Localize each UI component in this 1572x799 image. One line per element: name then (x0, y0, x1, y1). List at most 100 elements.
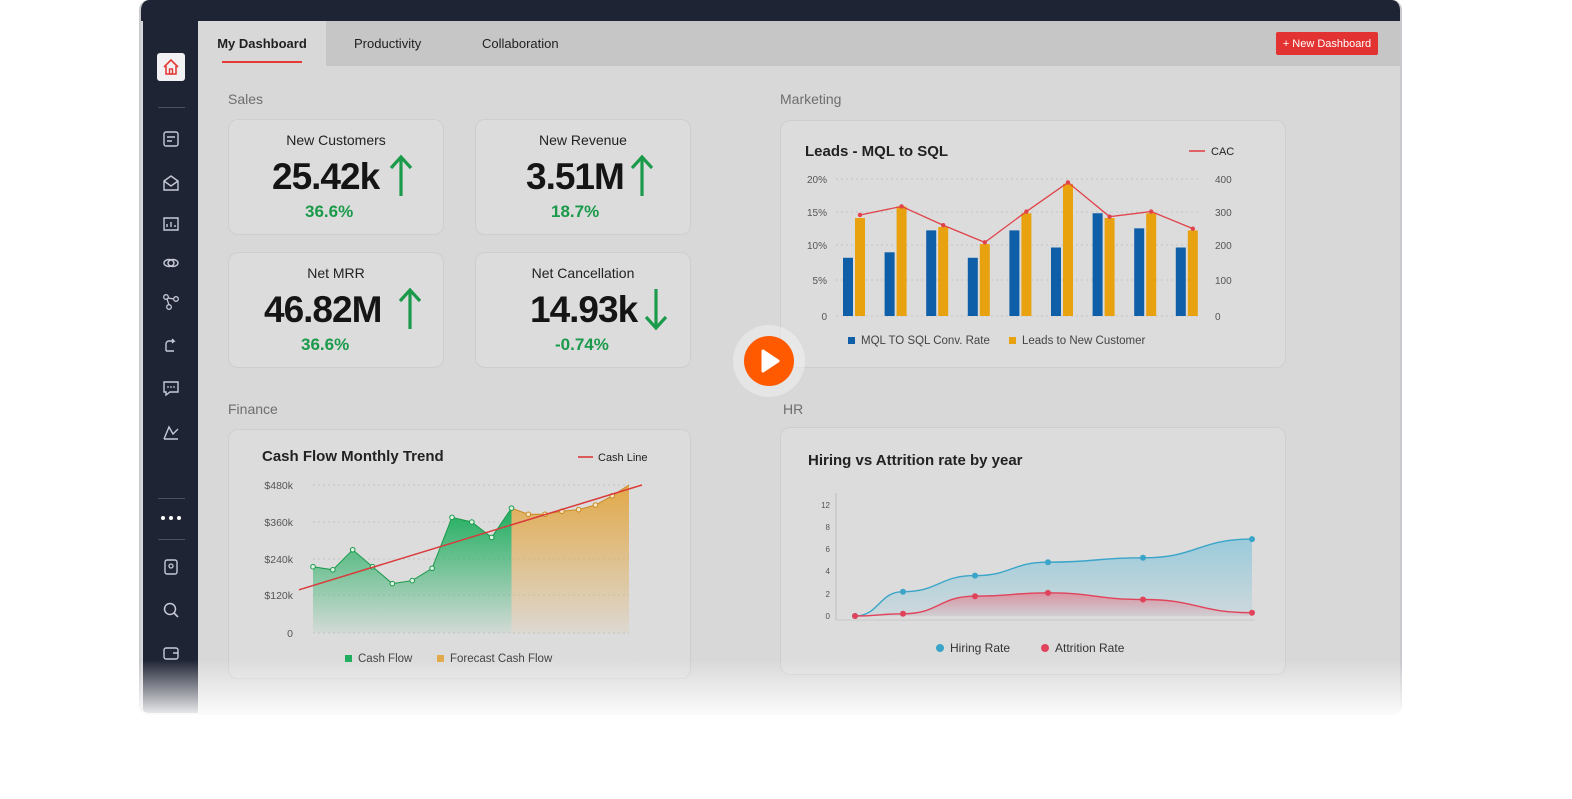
bar-mql-to-sql (1134, 228, 1145, 316)
point-cash-flow (488, 534, 495, 541)
hiring-chart: 12 8 6 4 2 0 Hiring Rate Attrition Rate (821, 493, 1255, 655)
legend-swatch-leads (1009, 337, 1016, 344)
point-cac (1190, 226, 1195, 231)
kpi-card-net-mrr[interactable]: Net MRR 46.82M 36.6% (228, 252, 444, 368)
report-icon[interactable] (157, 125, 185, 153)
wallet-icon[interactable] (157, 639, 185, 667)
arrow-down-icon (644, 289, 668, 331)
kpi-card-net-cancellation[interactable]: Net Cancellation 14.93k -0.74% (475, 252, 691, 368)
area-forecast-cash-flow (511, 485, 629, 633)
bar-mql-to-sql (1092, 213, 1103, 316)
kpi-title: New Customers (286, 132, 386, 148)
chart-card-cash-flow[interactable]: Cash Flow Monthly Trend $480k $360k $240k $… (228, 429, 691, 679)
legend-swatch-cash-flow (345, 655, 352, 662)
tab-my-dashboard[interactable]: My Dashboard (198, 21, 326, 66)
kpi-title: New Revenue (539, 132, 627, 148)
bar-leads-to-customer (855, 218, 865, 316)
y-tick-label: 0 (826, 612, 831, 621)
legend-label-hiring: Hiring Rate (950, 641, 1010, 655)
section-hr: HR (783, 401, 804, 417)
new-dashboard-button[interactable]: + New Dashboard (1276, 32, 1378, 55)
play-button[interactable] (733, 325, 805, 397)
kpi-card-new-revenue[interactable]: New Revenue 3.51M 18.7% (475, 119, 691, 235)
app-window: My Dashboard Productivity Collaboration … (139, 0, 1402, 715)
point-cac (899, 204, 904, 209)
y-tick-label: $120k (264, 590, 293, 602)
link-icon[interactable] (157, 249, 185, 277)
point-cac (1024, 209, 1029, 214)
point-cash-flow (310, 563, 316, 570)
point-cash-flow (349, 546, 356, 553)
area-hiring-rate (855, 539, 1252, 616)
sidebar (143, 21, 198, 713)
bar-leads-to-customer (896, 206, 907, 316)
sidebar-divider (158, 539, 185, 540)
folder-chart-icon[interactable] (157, 210, 185, 238)
more-icon[interactable] (157, 504, 185, 532)
point-attrition-rate (1045, 589, 1051, 596)
point-cash-flow (389, 580, 396, 587)
section-sales: Sales (228, 91, 264, 107)
home-icon[interactable] (157, 53, 185, 81)
kpi-value: 46.82M (264, 289, 382, 330)
tab-productivity[interactable]: Productivity (354, 21, 421, 66)
legend-swatch-forecast (437, 655, 444, 662)
point-hiring-rate (1140, 554, 1146, 561)
kpi-value: 14.93k (530, 289, 638, 330)
kpi-percent: 36.6% (305, 202, 354, 221)
arrow-up-icon (389, 154, 413, 196)
contacts-icon[interactable] (157, 553, 185, 581)
y-tick-label: $480k (264, 480, 293, 492)
chat-icon[interactable] (157, 374, 185, 402)
bar-leads-to-customer (1146, 213, 1157, 316)
point-attrition-rate (900, 610, 906, 617)
bottom-fade (139, 660, 1402, 730)
point-cac (1149, 209, 1154, 214)
point-hiring-rate (1045, 559, 1051, 566)
line-cash-line (298, 484, 643, 591)
tab-label: My Dashboard (217, 36, 307, 51)
workflow-icon[interactable] (157, 331, 185, 359)
point-cash-flow (449, 514, 455, 521)
bar-mql-to-sql (843, 257, 853, 316)
point-forecast (575, 506, 582, 513)
tab-collaboration[interactable]: Collaboration (482, 21, 559, 66)
point-cac (982, 240, 987, 245)
flow-icon[interactable] (157, 288, 185, 316)
area-attrition-rate (855, 592, 1252, 616)
kpi-title: Net Cancellation (531, 265, 635, 281)
bar-mql-to-sql (926, 230, 937, 316)
chart-card-leads[interactable]: Leads - MQL to SQL 20% 15% 10% 5% 0 400 300 200… (780, 120, 1286, 368)
y-tick-label: 0 (287, 628, 293, 640)
point-forecast (592, 502, 599, 508)
point-cac (1107, 214, 1112, 219)
search-icon[interactable] (157, 596, 185, 624)
chart-card-hiring[interactable]: Hiring vs Attrition rate by year 12 8 6 4 2 0… (780, 427, 1286, 675)
point-hiring-rate (900, 588, 906, 595)
bar-leads-to-customer (1104, 218, 1115, 316)
point-forecast (525, 511, 532, 518)
point-cash-flow (429, 565, 435, 572)
legend-label-cash-line: Cash Line (598, 452, 648, 464)
point-attrition-rate (972, 593, 978, 600)
section-marketing: Marketing (780, 91, 842, 107)
point-cash-flow (409, 577, 416, 584)
analytics-icon[interactable] (157, 418, 185, 446)
leads-chart: 20% 15% 10% 5% 0 400 300 200 100 0 CAC MQL TO SQL C… (807, 146, 1234, 347)
arrow-up-icon (398, 287, 422, 329)
inbox-icon[interactable] (157, 169, 185, 197)
point-cash-flow (508, 505, 515, 511)
title-bar (141, 0, 1400, 21)
y-tick-label: 8 (826, 523, 831, 532)
point-cac (1065, 180, 1071, 185)
point-attrition-rate (852, 613, 858, 619)
y-left-tick-label: 0 (821, 312, 827, 323)
legend-label-attrition: Attrition Rate (1055, 641, 1125, 655)
area-cash-flow (313, 508, 512, 633)
point-hiring-rate (1249, 536, 1255, 543)
y-tick-label: $360k (264, 517, 293, 529)
point-cash-flow (330, 566, 336, 573)
y-left-tick-label: 5% (813, 276, 828, 287)
play-icon (744, 336, 794, 386)
kpi-card-new-customers[interactable]: New Customers 25.42k 36.6% (228, 119, 444, 235)
